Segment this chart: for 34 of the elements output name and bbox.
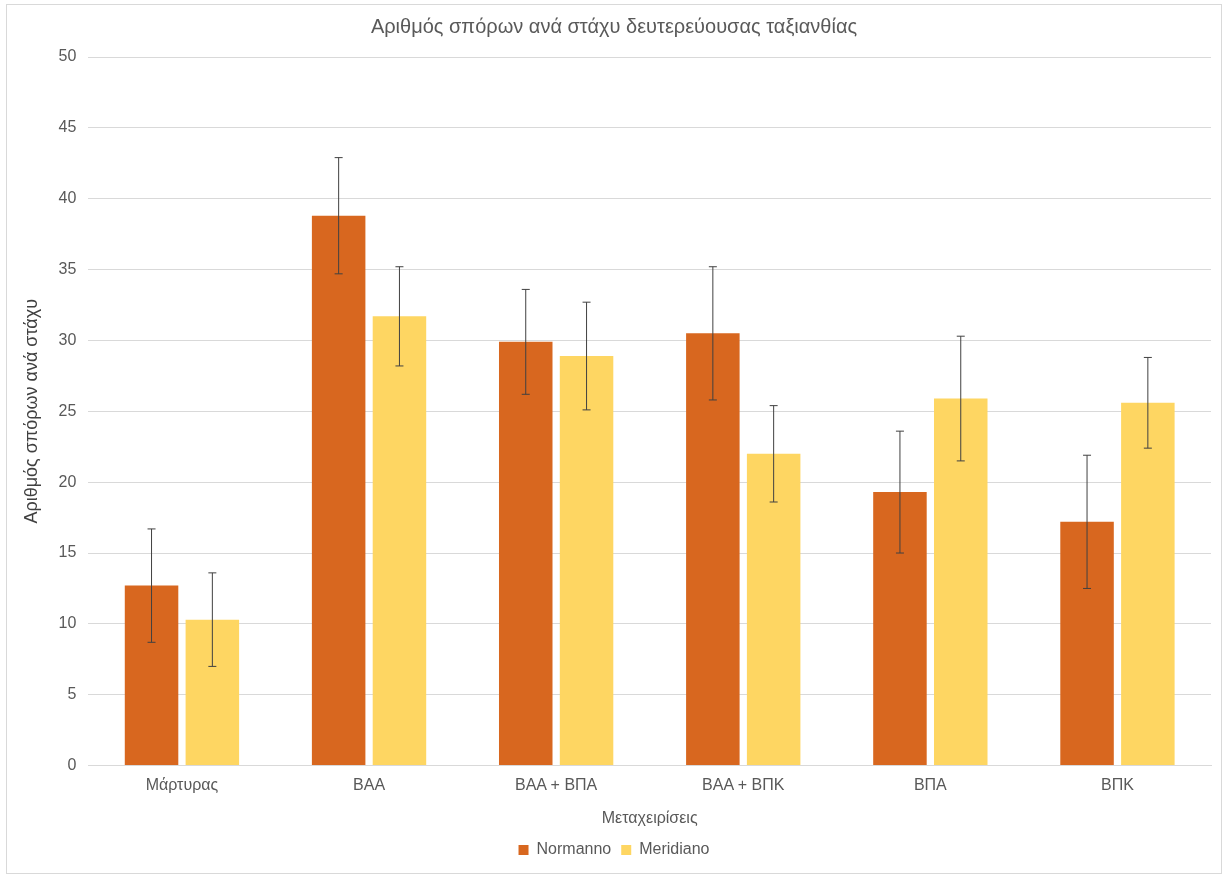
bar xyxy=(873,492,927,766)
y-tick-label: 10 xyxy=(58,614,77,632)
bar xyxy=(1060,521,1114,766)
y-tick-label: 25 xyxy=(58,401,77,419)
y-tick-label: 20 xyxy=(58,472,77,490)
legend-label: Normanno xyxy=(536,840,612,858)
x-tick-label: ΒΑΑ + ΒΠΑ xyxy=(515,775,598,793)
x-tick-label: ΒΠΑ xyxy=(913,775,948,793)
x-tick-label: ΒΠΚ xyxy=(1101,775,1135,793)
x-tick-label: Μάρτυρας xyxy=(145,775,219,793)
y-tick-label: 50 xyxy=(58,47,77,65)
bar xyxy=(311,215,366,766)
bar xyxy=(746,453,801,766)
chart-title: Αριθμός σπόρων ανά στάχυ δευτερεύουσας ταξιανθίας xyxy=(370,14,858,37)
y-tick-label: 15 xyxy=(58,543,77,561)
bar xyxy=(934,398,988,766)
bar xyxy=(686,333,740,766)
bar xyxy=(1121,402,1175,766)
y-tick-label: 0 xyxy=(67,756,77,774)
bar xyxy=(185,619,240,766)
y-tick-label: 45 xyxy=(58,118,77,136)
x-axis-title: Μεταχειρίσεις xyxy=(601,808,698,826)
x-tick-label: ΒΑΑ + ΒΠΚ xyxy=(702,775,785,793)
bar xyxy=(372,316,427,766)
y-tick-label: 35 xyxy=(58,259,77,277)
y-tick-label: 30 xyxy=(58,330,77,348)
x-tick-label: ΒΑΑ xyxy=(353,775,386,793)
legend-label: Meridiano xyxy=(639,840,710,858)
y-tick-label: 40 xyxy=(58,189,77,207)
y-tick-label: 5 xyxy=(67,685,77,703)
bar xyxy=(559,356,614,766)
y-axis-title: Αριθμός σπόρων ανά στάχυ xyxy=(20,298,41,524)
bar xyxy=(498,341,553,766)
bar xyxy=(124,585,179,766)
